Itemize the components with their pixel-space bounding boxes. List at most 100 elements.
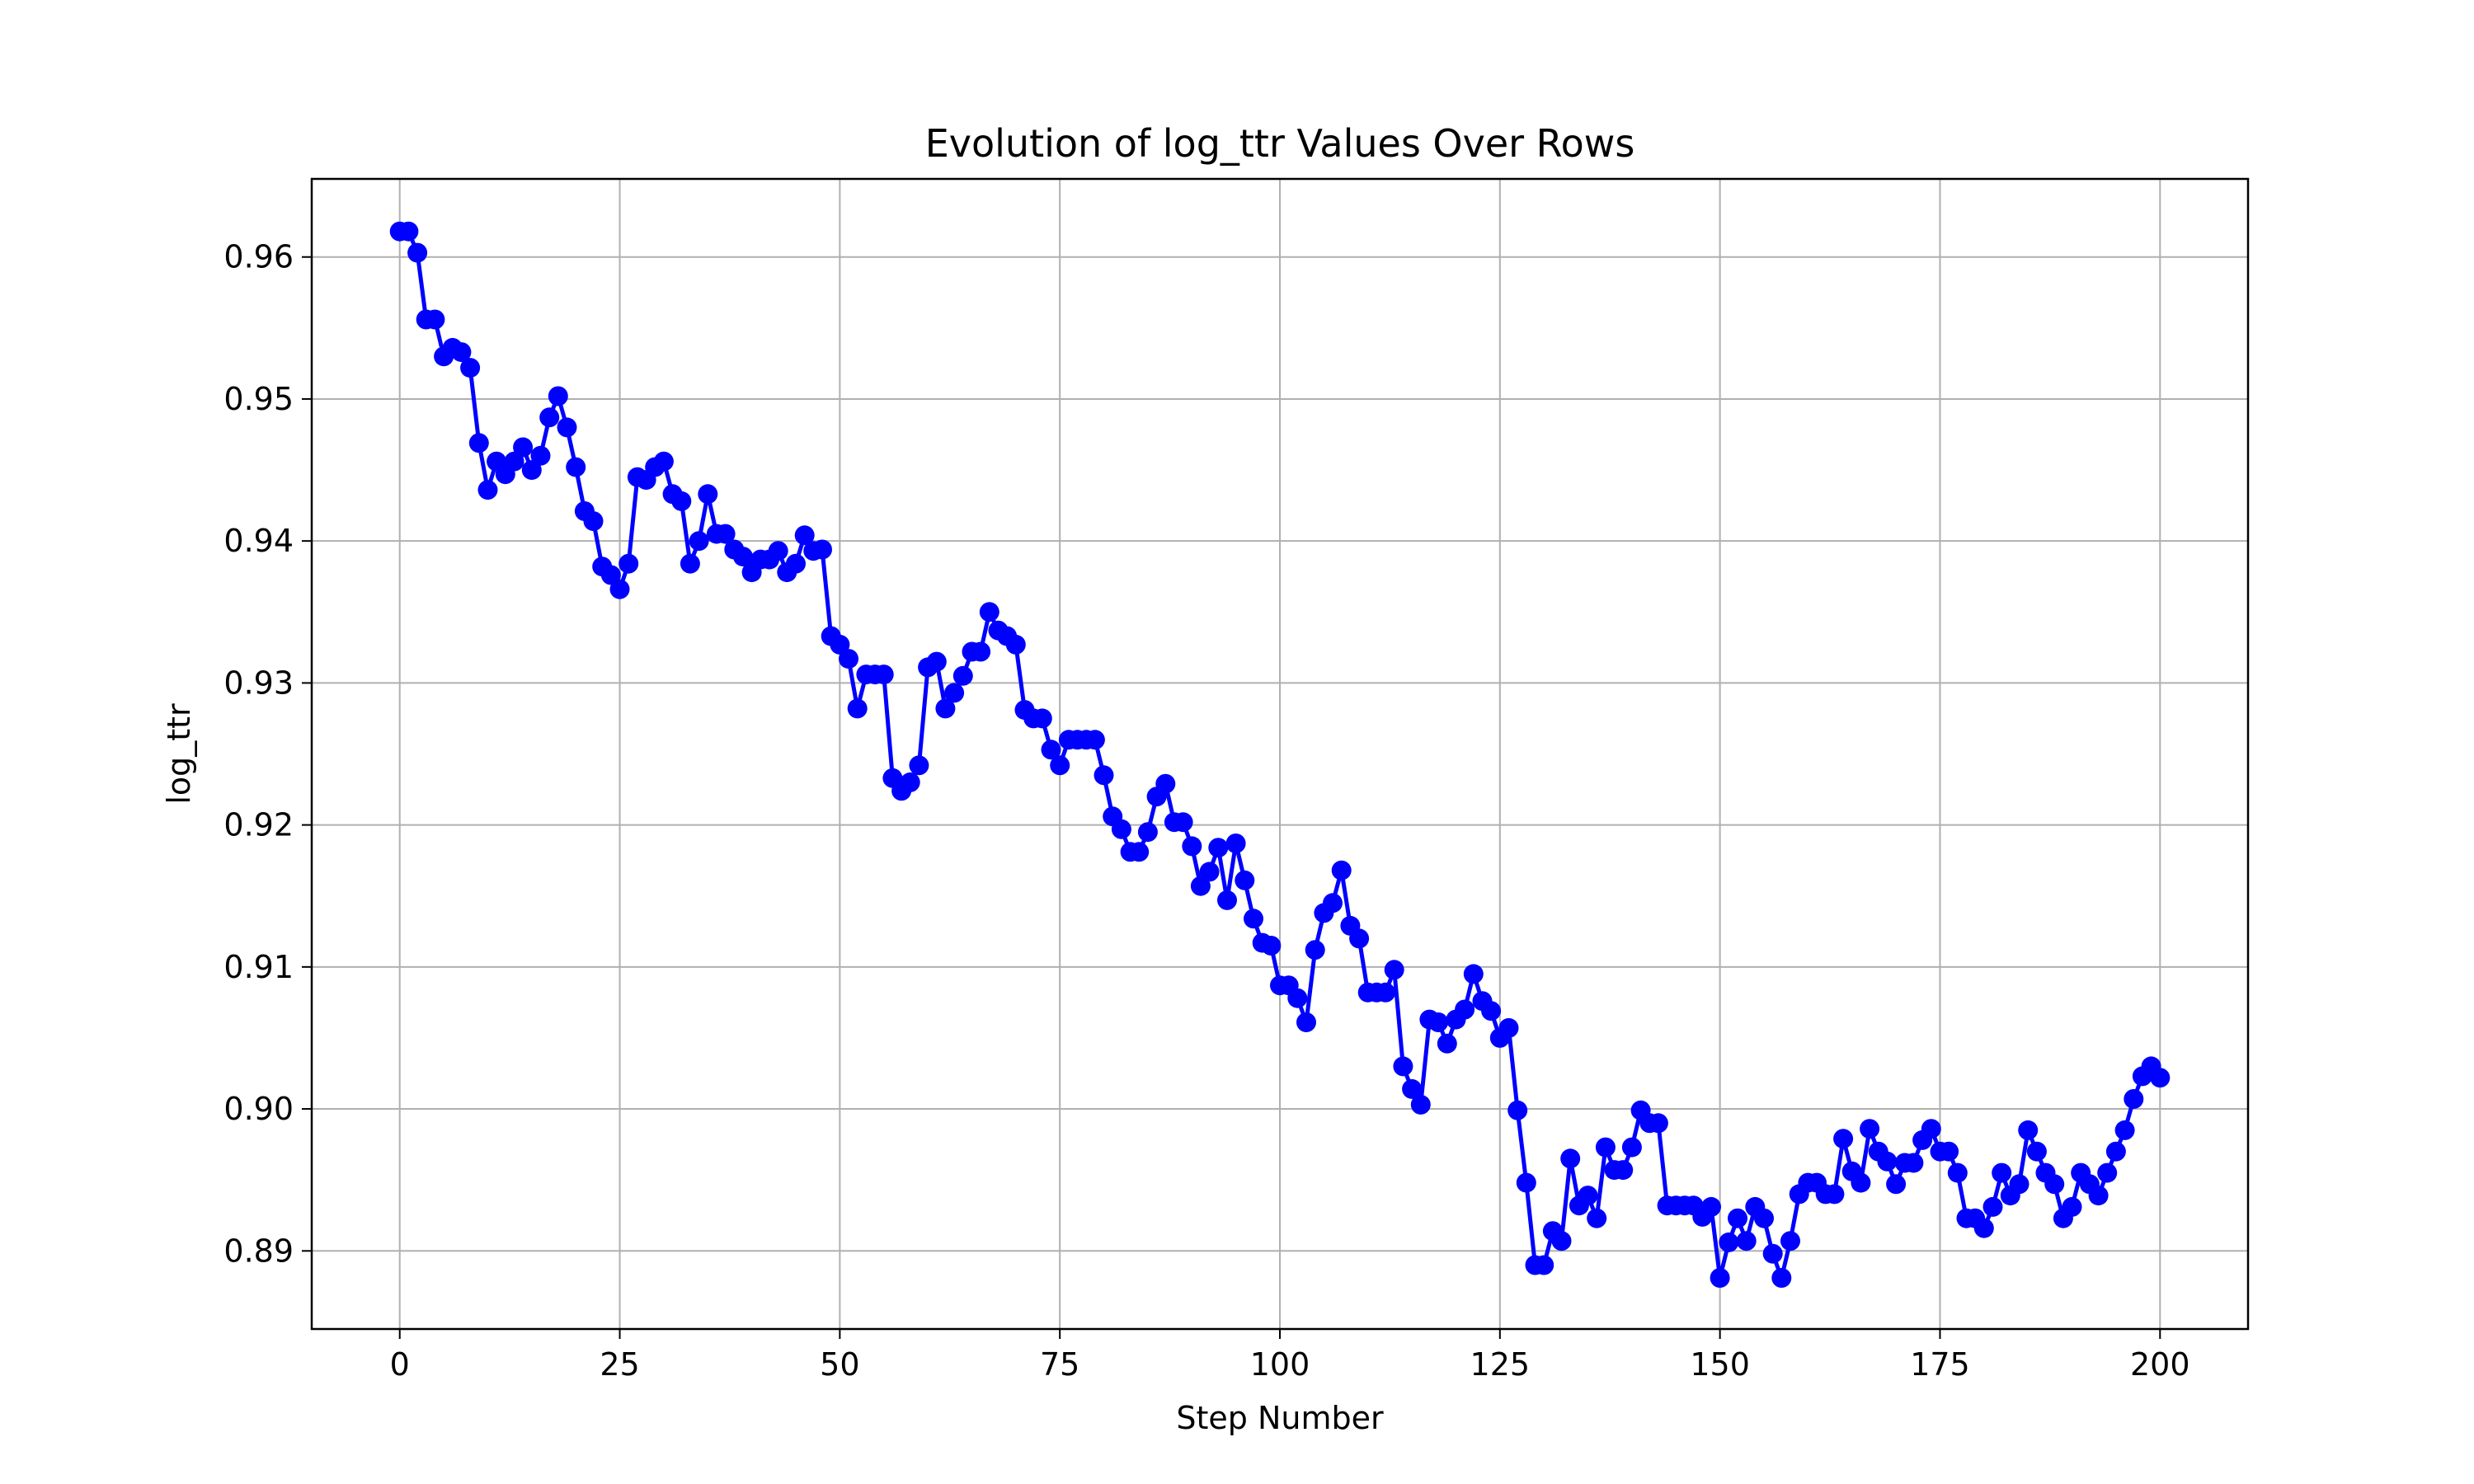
data-point: [698, 484, 718, 505]
data-point: [583, 511, 604, 532]
x-tick-label: 25: [600, 1346, 639, 1383]
data-point: [618, 553, 639, 574]
data-point: [1534, 1255, 1554, 1275]
x-tick-label: 100: [1250, 1346, 1310, 1383]
data-point: [1877, 1151, 1898, 1172]
data-point: [1701, 1196, 1721, 1217]
data-point: [1296, 1012, 1316, 1032]
data-point: [1041, 740, 1061, 760]
data-point: [1481, 1001, 1502, 1021]
y-tick-label: 0.95: [223, 381, 294, 417]
data-point: [786, 553, 806, 574]
y-tick-label: 0.92: [223, 807, 294, 843]
data-point: [733, 547, 753, 567]
data-point: [900, 772, 920, 792]
data-point: [2044, 1174, 2065, 1195]
data-point: [1516, 1172, 1536, 1193]
data-point: [539, 407, 560, 428]
data-point: [1455, 999, 1475, 1020]
data-point: [935, 698, 956, 719]
data-point: [2062, 1196, 2082, 1217]
y-tick-label: 0.94: [223, 523, 294, 559]
data-point: [477, 480, 498, 500]
y-tick-label: 0.90: [223, 1091, 294, 1127]
data-point: [1410, 1094, 1431, 1115]
data-point: [609, 579, 630, 599]
data-point: [1736, 1231, 1757, 1252]
data-point: [653, 451, 674, 472]
x-tick-label: 150: [1690, 1346, 1750, 1383]
data-point: [1595, 1137, 1616, 1158]
data-point: [1244, 909, 1263, 929]
y-tick-label: 0.93: [223, 665, 294, 701]
data-point: [1621, 1137, 1642, 1158]
data-point: [504, 451, 524, 472]
data-point: [1851, 1172, 1871, 1193]
data-point: [1833, 1129, 1854, 1149]
data-point: [1225, 834, 1246, 853]
data-point: [600, 565, 621, 585]
data-point: [1428, 1012, 1449, 1032]
data-point: [1402, 1078, 1423, 1099]
data-point: [1728, 1208, 1747, 1228]
data-point: [2114, 1120, 2135, 1140]
data-point: [1261, 936, 1282, 956]
data-point: [1903, 1153, 1924, 1173]
chart-title: Evolution of log_ttr Values Over Rows: [925, 121, 1635, 166]
data-point: [1199, 862, 1220, 882]
data-point: [513, 437, 534, 458]
data-point: [1921, 1119, 1941, 1139]
x-axis-label: Step Number: [1176, 1400, 1384, 1436]
data-point: [1578, 1186, 1598, 1206]
data-point: [1947, 1162, 1968, 1183]
x-tick-label: 50: [820, 1346, 859, 1383]
data-point: [1349, 928, 1370, 949]
x-tick-label: 200: [2130, 1346, 2190, 1383]
data-point: [1587, 1208, 1607, 1228]
y-tick-label: 0.96: [223, 239, 294, 275]
data-point: [1498, 1017, 1519, 1038]
data-point: [1648, 1113, 1668, 1134]
x-tick-label: 175: [1910, 1346, 1970, 1383]
data-point: [2105, 1141, 2126, 1162]
y-tick-label: 0.91: [223, 949, 294, 985]
x-tick-label: 0: [390, 1346, 410, 1383]
data-point: [1463, 964, 1484, 984]
data-point: [425, 309, 445, 330]
data-point: [1032, 708, 1052, 729]
data-point: [1886, 1174, 1907, 1195]
data-point: [1235, 870, 1255, 890]
data-point: [847, 698, 868, 719]
data-point: [1719, 1232, 1739, 1252]
data-point: [1190, 876, 1211, 896]
data-point: [2150, 1068, 2171, 1088]
data-point: [1094, 765, 1114, 786]
data-point: [451, 342, 472, 363]
data-point: [530, 445, 551, 466]
data-point: [1005, 634, 1026, 655]
data-point: [1323, 893, 1343, 913]
data-point: [1384, 960, 1404, 980]
data-point: [2124, 1089, 2144, 1109]
data-point: [1393, 1056, 1413, 1077]
data-point: [952, 665, 973, 686]
data-point: [909, 755, 929, 776]
data-point: [1084, 730, 1105, 750]
data-point: [926, 651, 947, 672]
data-point: [1754, 1208, 1774, 1228]
data-point: [1507, 1100, 1528, 1120]
data-point: [1771, 1268, 1792, 1288]
data-point: [1780, 1231, 1800, 1252]
data-point: [1982, 1196, 2003, 1217]
data-point: [1560, 1148, 1581, 1169]
data-point: [2088, 1186, 2109, 1206]
data-point: [1217, 890, 1237, 910]
data-point: [1860, 1119, 1880, 1139]
data-point: [1173, 812, 1193, 833]
data-point: [2026, 1141, 2047, 1162]
data-point: [839, 649, 858, 669]
data-point: [1182, 836, 1202, 857]
data-point: [680, 553, 700, 574]
